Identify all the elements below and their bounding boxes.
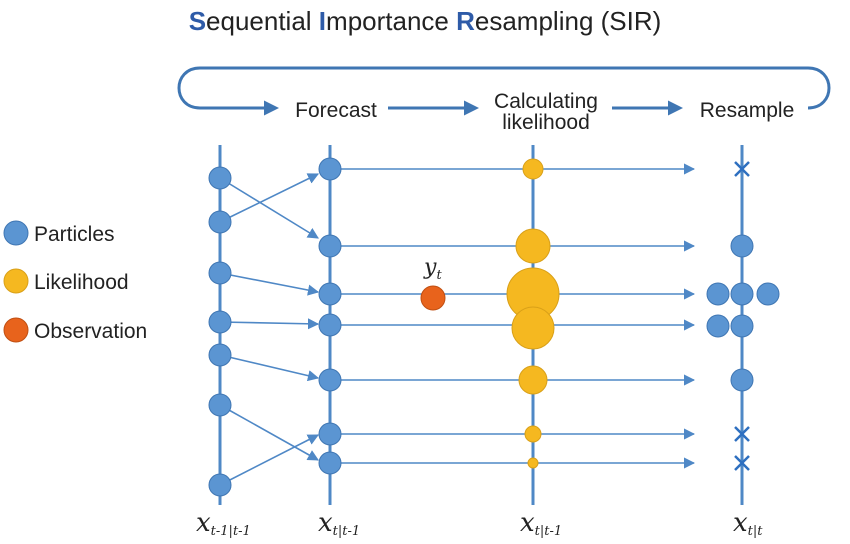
forecast-particle <box>318 451 342 475</box>
likelihood-weight <box>524 425 542 443</box>
resampled-particle <box>706 282 730 306</box>
prior-arrow-4 <box>219 318 320 330</box>
title-initial-i: I <box>319 6 326 36</box>
legend-observation-swatch <box>3 317 29 343</box>
title-initial-s: S <box>189 6 206 36</box>
resampled-particle <box>730 314 754 338</box>
forecast-particle <box>318 313 342 337</box>
title-word-3: esampling (SIR) <box>475 6 661 36</box>
prior-particle <box>208 473 232 497</box>
step-calculating: Calculating <box>494 90 598 113</box>
observation-label-sub: t <box>436 268 442 283</box>
likelihood-weights <box>506 158 560 469</box>
title-initial-r: R <box>456 6 475 36</box>
resampled-particle <box>730 234 754 258</box>
axis-label-likelihood-sub: t|t-1 <box>535 524 563 539</box>
axis-label-forecast-sub: t|t-1 <box>333 524 361 539</box>
prior-arrow-1 <box>219 177 319 239</box>
legend-particles-swatch <box>3 220 29 246</box>
prior-particle <box>208 310 232 334</box>
axis-label-prior-main: x <box>196 508 211 538</box>
forecast-particle <box>318 157 342 181</box>
discarded-particle-x-icon <box>734 426 750 442</box>
forecast-particle <box>318 282 342 306</box>
prior-particle <box>208 261 232 285</box>
prior-particle <box>208 343 232 367</box>
axis-label-likelihood-main: x <box>520 508 535 538</box>
prior-to-forecast-arrows <box>219 173 320 486</box>
axis-label-forecast: xt|t-1 <box>318 508 360 539</box>
prior-arrow-2 <box>219 173 320 223</box>
cycle-loop-arrow <box>177 66 831 110</box>
step-likelihood: likelihood <box>502 111 590 134</box>
forecast-particle <box>318 368 342 392</box>
prior-particle <box>208 166 232 190</box>
likelihood-weight <box>527 457 539 469</box>
resampled-particle <box>756 282 780 306</box>
likelihood-weight <box>511 306 555 350</box>
prior-arrow-7 <box>219 434 319 486</box>
observation-point <box>420 285 446 311</box>
legend-particles-label: Particles <box>34 223 115 246</box>
resampled-particle <box>730 368 754 392</box>
prior-arrow-5 <box>219 354 320 382</box>
forecast-particles <box>318 157 342 475</box>
resampled-particle <box>730 282 754 306</box>
legend-observation-label: Observation <box>34 320 147 343</box>
axis-label-prior-sub: t-1|t-1 <box>211 524 251 539</box>
resampled-particle <box>706 314 730 338</box>
axis-label-forecast-main: x <box>318 508 333 538</box>
likelihood-weight <box>522 158 544 180</box>
title-word-2: mportance <box>326 6 456 36</box>
forecast-particle <box>318 234 342 258</box>
prior-arrow-3 <box>219 272 320 296</box>
prior-particles <box>208 166 232 497</box>
observation-label: yt <box>423 255 442 283</box>
discarded-particle-x-icon <box>734 161 750 177</box>
legend-likelihood-swatch <box>3 268 29 294</box>
likelihood-weight <box>515 228 551 264</box>
axis-label-resample-main: x <box>733 508 748 538</box>
title-word-1: equential <box>206 6 319 36</box>
legend: Particles Likelihood Observation <box>3 220 147 343</box>
observation-label-main: y <box>423 255 437 280</box>
axis-label-resample-sub: t|t <box>748 524 764 539</box>
prior-particle <box>208 210 232 234</box>
resampled-particles <box>706 161 780 471</box>
prior-arrow-6 <box>219 404 319 461</box>
axis-label-prior: xt-1|t-1 <box>196 508 251 539</box>
step-resample: Resample <box>700 99 795 122</box>
forecast-to-resample-arrows <box>330 163 696 469</box>
step-forecast: Forecast <box>295 99 377 122</box>
likelihood-weight <box>518 365 548 395</box>
discarded-particle-x-icon <box>734 455 750 471</box>
prior-particle <box>208 393 232 417</box>
forecast-particle <box>318 422 342 446</box>
axis-label-likelihood: xt|t-1 <box>520 508 562 539</box>
legend-likelihood-label: Likelihood <box>34 271 129 294</box>
axis-label-resample: xt|t <box>733 508 763 539</box>
diagram-title: Sequential Importance Resampling (SIR) <box>189 6 662 36</box>
